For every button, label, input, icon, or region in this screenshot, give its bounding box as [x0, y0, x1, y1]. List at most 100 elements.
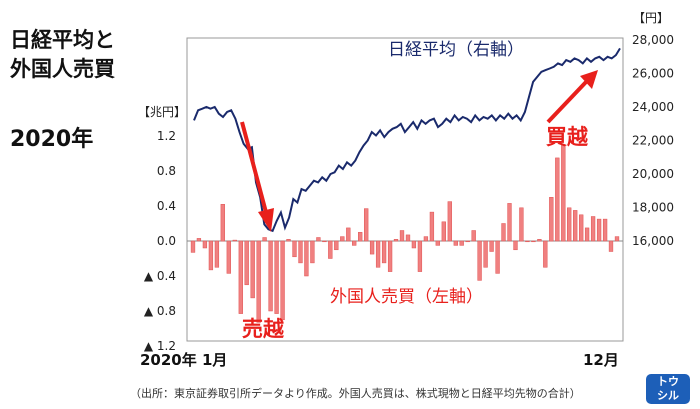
bar — [375, 240, 381, 268]
bar — [358, 232, 363, 242]
brand-logo: トウ シル — [646, 374, 690, 404]
bar — [238, 240, 243, 314]
bar — [495, 240, 500, 274]
bar — [561, 144, 566, 242]
bar — [208, 240, 214, 271]
right-tick-label: 18,000 — [632, 201, 674, 215]
nikkei-line-annotation: 日経平均（右軸） — [388, 40, 524, 60]
right-tick-label: 28,000 — [632, 33, 674, 47]
bar — [489, 240, 494, 252]
bar — [316, 237, 321, 242]
logo-line2: シル — [657, 389, 679, 402]
bar — [346, 227, 351, 242]
buy-annotation: 買越 — [546, 125, 589, 149]
bar — [411, 240, 417, 249]
bar — [602, 218, 608, 242]
left-tick-label: ▲ 1.2 — [144, 339, 176, 353]
bar — [608, 240, 614, 252]
buy-arrow-shaft — [546, 80, 588, 124]
plot-frame — [186, 37, 624, 342]
bar — [567, 207, 572, 242]
right-axis-ticks: 28,000 26,000 24,000 22,000 20,000 18,000 16,0… — [632, 33, 674, 248]
buy-arrow-head — [580, 70, 598, 89]
sell-arrow-shaft — [240, 121, 269, 217]
bar — [268, 240, 273, 312]
bar — [555, 157, 560, 242]
bar — [573, 210, 578, 242]
bar — [244, 240, 249, 286]
bar — [310, 240, 315, 264]
bar — [549, 197, 554, 242]
bar — [196, 238, 202, 242]
bar — [435, 240, 440, 246]
bar — [381, 240, 387, 264]
bar — [584, 227, 590, 242]
bar — [387, 240, 393, 272]
bar — [614, 236, 620, 242]
bar — [304, 240, 309, 277]
year-label: 2020年 — [10, 127, 94, 152]
bar — [543, 240, 548, 268]
bar — [232, 239, 237, 242]
bar — [441, 221, 446, 242]
logo-line1: トウ — [657, 375, 679, 388]
chart-title-line1: 日経平均と — [10, 28, 115, 52]
bar — [525, 240, 530, 243]
bar — [590, 216, 596, 242]
bar — [393, 239, 399, 242]
bar — [369, 240, 375, 255]
bar — [537, 239, 542, 242]
right-tick-label: 22,000 — [632, 134, 674, 148]
bar — [226, 240, 231, 274]
bar — [214, 240, 220, 268]
bar — [453, 240, 458, 246]
left-tick-label: 0.0 — [157, 234, 176, 248]
bar — [507, 203, 512, 242]
line-series-group — [193, 47, 621, 233]
bar — [202, 240, 208, 249]
bar — [292, 240, 297, 258]
x-start-label: 2020年 1月 — [140, 351, 228, 369]
x-end-label: 12月 — [583, 351, 619, 369]
bar — [471, 230, 476, 242]
bar — [334, 240, 339, 251]
bar — [220, 204, 225, 242]
foreign-bar-annotation: 外国人売買（左軸） — [330, 287, 483, 307]
bar — [596, 218, 602, 242]
left-axis-ticks: 1.2 0.8 0.4 0.0 ▲ 0.4 ▲ 0.8 ▲ 1.2 — [144, 129, 176, 353]
bar-series-group — [190, 144, 620, 323]
bar — [531, 240, 536, 243]
bar — [429, 211, 435, 242]
left-axis-unit: 【兆円】 — [138, 105, 187, 119]
left-tick-label: 1.2 — [157, 129, 176, 143]
right-tick-label: 26,000 — [632, 67, 674, 81]
left-tick-label: 0.8 — [157, 164, 176, 178]
bar — [483, 240, 488, 268]
chart-title-line2: 外国人売買 — [10, 57, 115, 81]
bar — [364, 208, 369, 242]
bar — [465, 240, 470, 243]
bar — [417, 240, 423, 272]
left-tick-label: ▲ 0.8 — [144, 304, 176, 318]
left-tick-label: ▲ 0.4 — [144, 269, 176, 283]
bar — [340, 236, 345, 242]
bar — [405, 234, 411, 242]
bar — [250, 240, 255, 299]
bar — [274, 240, 279, 314]
nikkei-line — [193, 47, 621, 233]
bar — [477, 240, 482, 281]
right-tick-label: 16,000 — [632, 234, 674, 248]
bar — [513, 240, 518, 251]
bar — [459, 240, 464, 246]
bar — [423, 236, 429, 242]
bar — [328, 240, 333, 259]
bar — [399, 230, 405, 242]
bar — [447, 201, 452, 242]
bar — [256, 240, 261, 323]
bar — [579, 214, 584, 242]
bar — [190, 240, 196, 253]
bar — [519, 207, 524, 242]
right-tick-label: 20,000 — [632, 167, 674, 181]
